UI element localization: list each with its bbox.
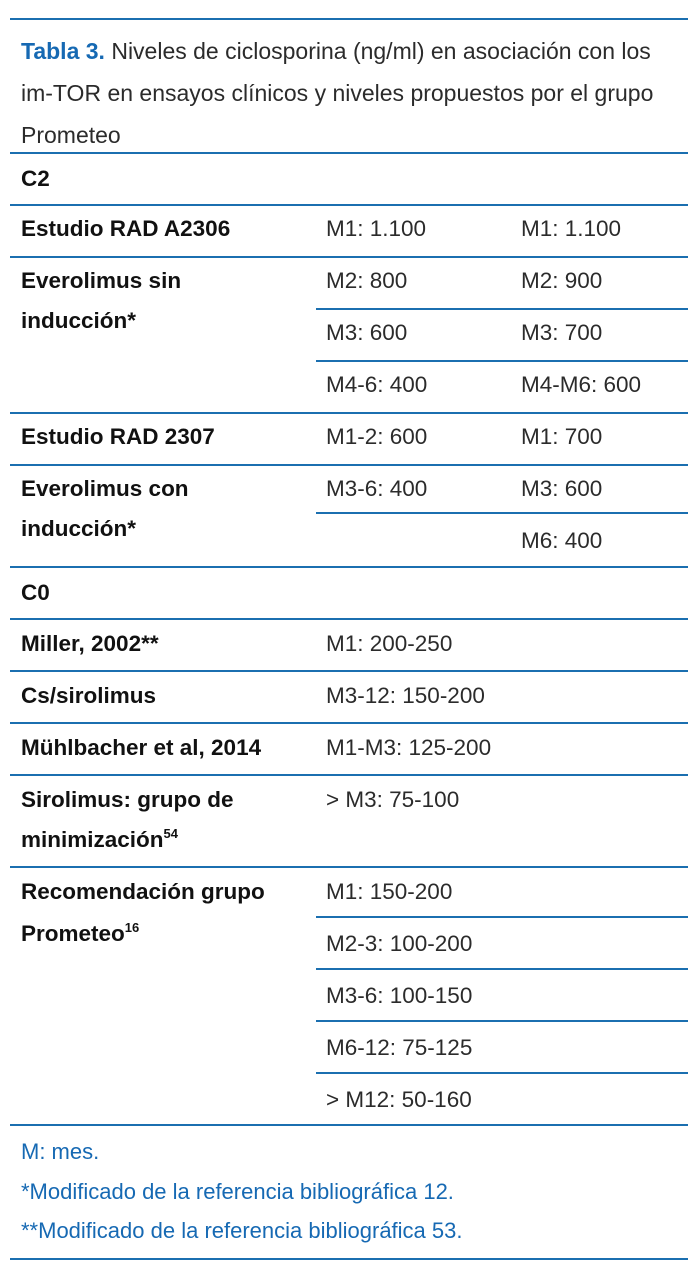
row-divider [316, 512, 688, 514]
row-label-rad-2307: Estudio RAD 2307 [21, 424, 215, 449]
row-label-prometeo-text: Prometeo [21, 921, 125, 946]
row-divider [10, 866, 688, 868]
caption-rule [10, 152, 688, 154]
cell-value: M1: 1.100 [521, 216, 622, 241]
row-divider [316, 360, 688, 362]
row-divider [316, 308, 688, 310]
row-label-prometeo-2: Prometeo16 [21, 914, 139, 957]
row-label-prometeo: Recomendación grupo [21, 879, 265, 904]
cell-value: M3: 600 [326, 320, 408, 345]
row-label-muhlbacher: Mühlbacher et al, 2014 [21, 735, 262, 760]
table-bottom-rule [10, 1124, 688, 1126]
row-label-everolimus-con-2: inducción* [21, 516, 137, 541]
row-divider [316, 1020, 688, 1022]
cell-value: M2: 800 [326, 268, 408, 293]
row-label-miller: Miller, 2002** [21, 631, 159, 656]
row-divider [316, 916, 688, 918]
row-divider [10, 566, 688, 568]
section-c2: C2 [21, 166, 50, 191]
cell-value: M1: 1.100 [326, 216, 427, 241]
section-c0: C0 [21, 580, 50, 605]
row-divider [10, 774, 688, 776]
cell-value: M6: 400 [521, 528, 603, 553]
cell-value: M3: 600 [521, 476, 603, 501]
reference-superscript: 54 [163, 826, 178, 841]
footnote-abbreviation: M: mes. [21, 1139, 100, 1164]
row-label-sirolimus: Sirolimus: grupo de [21, 787, 234, 812]
caption-label: Tabla 3. [21, 38, 105, 64]
footnote-reference-53: **Modificado de la referencia bibliográf… [21, 1218, 463, 1243]
footnote-reference-12: *Modificado de la referencia bibliográfi… [21, 1179, 454, 1204]
row-label-sirolimus-text: minimización [21, 827, 164, 852]
cell-value: M2-3: 100-200 [326, 931, 473, 956]
row-divider [316, 1072, 688, 1074]
cell-value: M3: 700 [521, 320, 603, 345]
cell-value: M6-12: 75-125 [326, 1035, 473, 1060]
caption-text: Niveles de ciclosporina (ng/ml) en asoci… [21, 38, 654, 148]
row-divider [10, 464, 688, 466]
cell-value: > M3: 75-100 [326, 787, 460, 812]
row-label-everolimus-con: Everolimus con [21, 476, 189, 501]
top-rule [10, 18, 688, 20]
row-divider [10, 412, 688, 414]
cell-value: M3-6: 400 [326, 476, 428, 501]
cell-value: M1-M3: 125-200 [326, 735, 492, 760]
row-divider [10, 722, 688, 724]
row-label-everolimus-sin-2: inducción* [21, 308, 137, 333]
row-label-everolimus-sin: Everolimus sin [21, 268, 182, 293]
row-divider [316, 968, 688, 970]
row-divider [10, 670, 688, 672]
row-label-sirolimus-2: minimización54 [21, 820, 178, 863]
cell-value: M1-2: 600 [326, 424, 428, 449]
row-divider [10, 204, 688, 206]
row-divider [10, 618, 688, 620]
cell-value: M4-M6: 600 [521, 372, 642, 397]
cell-value: > M12: 50-160 [326, 1087, 472, 1112]
cell-value: M3-6: 100-150 [326, 983, 473, 1008]
cell-value: M1: 700 [521, 424, 603, 449]
cell-value: M1: 150-200 [326, 879, 453, 904]
cell-value: M4-6: 400 [326, 372, 428, 397]
cell-value: M2: 900 [521, 268, 603, 293]
row-divider [10, 256, 688, 258]
bottom-rule [10, 1258, 688, 1260]
row-label-cs-sirolimus: Cs/sirolimus [21, 683, 157, 708]
cell-value: M3-12: 150-200 [326, 683, 485, 708]
cell-value: M1: 200-250 [326, 631, 453, 656]
row-label-rad-a2306: Estudio RAD A2306 [21, 216, 231, 241]
table-caption: Tabla 3. Niveles de ciclosporina (ng/ml)… [21, 30, 681, 156]
reference-superscript: 16 [124, 920, 140, 935]
